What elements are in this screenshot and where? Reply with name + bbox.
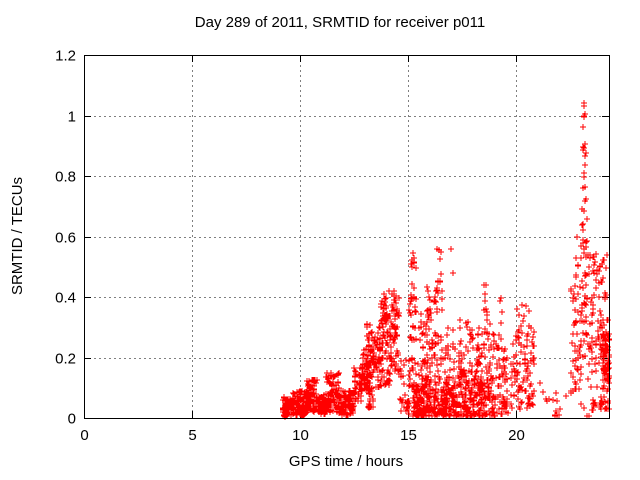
tick-label-layer: 0 5 10 15 20 0 0.2 0.4 0.6 0.8 1 1.2 xyxy=(55,48,525,445)
y-tick-label: 0.4 xyxy=(55,290,76,307)
x-tick-label: 20 xyxy=(508,427,525,444)
plot-title: Day 289 of 2011, SRMTID for receiver p01… xyxy=(195,14,485,31)
x-tick-label: 15 xyxy=(400,427,417,444)
y-tick-label: 0.6 xyxy=(55,230,76,247)
y-tick-label: 0.2 xyxy=(55,351,76,368)
x-axis-label: GPS time / hours xyxy=(289,453,403,470)
data-points-srmtid xyxy=(280,100,612,420)
grid-layer xyxy=(84,55,609,418)
y-tick-label: 0.8 xyxy=(55,169,76,186)
y-axis-label: SRMTID / TECUs xyxy=(9,177,26,295)
y-tick-label: 1.2 xyxy=(55,48,76,65)
y-tick-label: 1 xyxy=(68,109,76,126)
x-tick-label: 5 xyxy=(188,427,196,444)
x-tick-label: 0 xyxy=(80,427,88,444)
x-tick-label: 10 xyxy=(292,427,309,444)
tick-layer xyxy=(84,55,609,419)
plot-border xyxy=(84,55,610,419)
y-tick-label: 0 xyxy=(68,411,76,428)
